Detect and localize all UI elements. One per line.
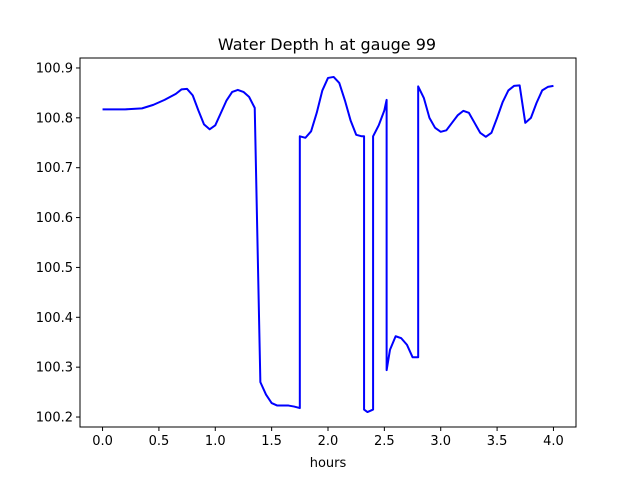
y-axis: 100.2 100.3 100.4 100.5 100.6 100.7 100.8 100.9 <box>36 61 80 426</box>
y-tick-label: 100.9 <box>36 61 73 76</box>
x-tick-label: 0.5 <box>149 434 170 449</box>
x-tick-label: 2.0 <box>318 434 339 449</box>
y-tick-label: 100.8 <box>36 111 73 126</box>
y-tick-label: 100.6 <box>36 211 73 226</box>
x-axis-label: hours <box>310 456 347 471</box>
x-tick-label: 3.5 <box>487 434 508 449</box>
chart-title: Water Depth h at gauge 99 <box>218 35 436 54</box>
x-axis: 0.0 0.5 1.0 1.5 2.0 2.5 3.0 3.5 4.0 <box>92 427 564 449</box>
x-tick-label: 2.5 <box>374 434 395 449</box>
y-tick-label: 100.5 <box>36 261 73 276</box>
x-tick-label: 4.0 <box>543 434 564 449</box>
x-tick-label: 1.0 <box>205 434 226 449</box>
plot-area <box>102 75 554 414</box>
x-tick-label: 0.0 <box>92 434 113 449</box>
series-line <box>102 75 554 414</box>
y-tick-label: 100.7 <box>36 161 73 176</box>
x-tick-label: 1.5 <box>261 434 282 449</box>
y-tick-label: 100.3 <box>36 361 73 376</box>
y-tick-label: 100.4 <box>36 311 73 326</box>
x-tick-label: 3.0 <box>430 434 451 449</box>
y-tick-label: 100.2 <box>36 411 73 426</box>
